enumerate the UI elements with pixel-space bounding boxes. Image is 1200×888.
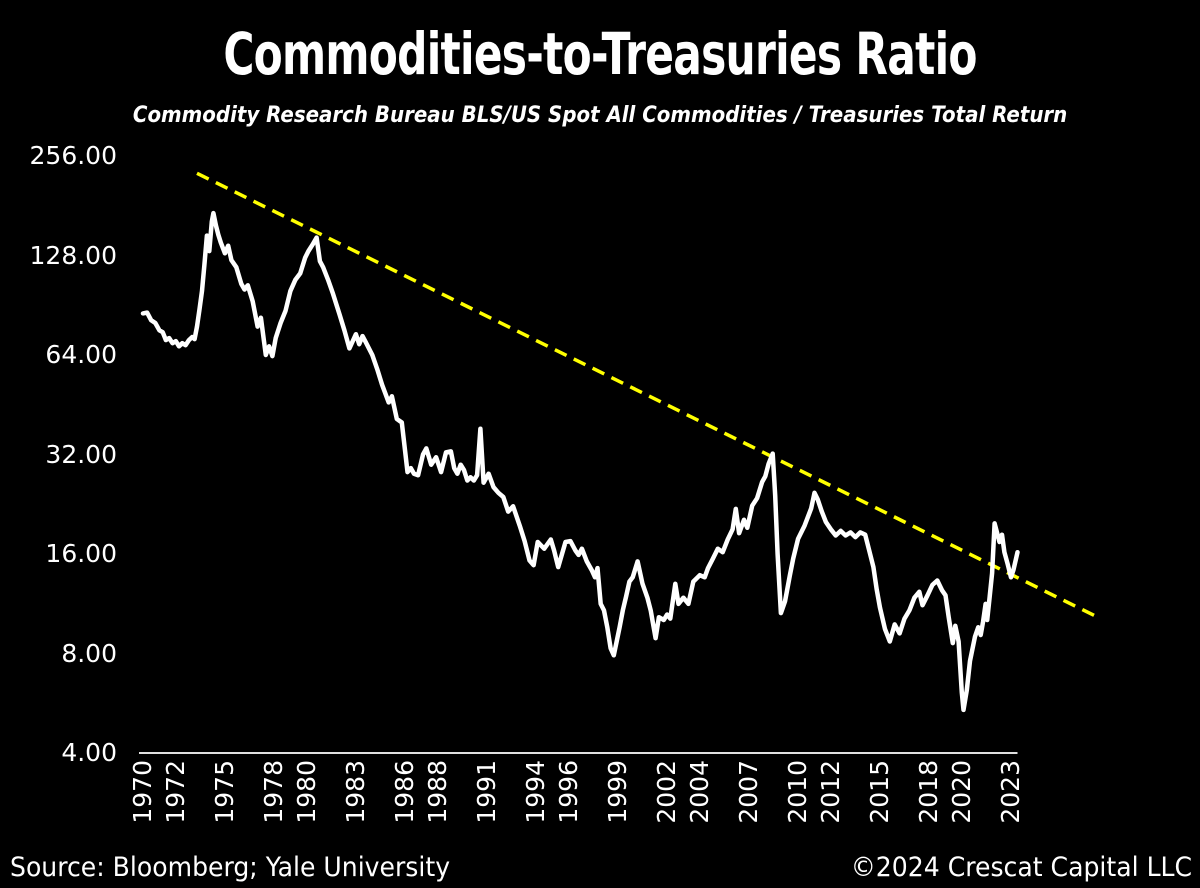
y-axis-tick-label: 16.00: [45, 539, 117, 568]
footer: Source: Bloomberg; Yale University ©2024…: [0, 848, 1200, 888]
y-axis-tick-label: 256.00: [29, 141, 117, 170]
downtrend-line: [196, 171, 1099, 619]
x-axis-tick-label: 1980: [291, 760, 321, 824]
x-axis-tick-label: 1975: [209, 760, 239, 824]
x-axis-tick-label: 2012: [815, 760, 845, 824]
y-axis-tick-label: 32.00: [45, 439, 117, 469]
x-axis-tick-label: 1999: [602, 760, 632, 824]
x-axis-tick-label: 2004: [684, 760, 714, 824]
ratio-series-line: [140, 210, 1020, 713]
x-axis-tick-label: 1988: [422, 760, 452, 824]
x-axis-tick-label: 2002: [652, 760, 682, 824]
x-axis-tick-label: 1991: [471, 760, 501, 824]
chart-subtitle: Commodity Research Bureau BLS/US Spot Al…: [132, 103, 1068, 128]
subtitle-row: Commodity Research Bureau BLS/US Spot Al…: [0, 103, 1200, 128]
y-axis-tick-label: 64.00: [45, 340, 117, 369]
x-axis-tick-label: 1972: [160, 760, 190, 824]
copyright: ©2024 Crescat Capital LLC: [850, 852, 1192, 883]
x-axis-tick-label: 1978: [259, 760, 289, 824]
chart-title: Commodities-to-Treasuries Ratio: [223, 20, 977, 88]
x-axis-tick-label: 1996: [553, 760, 583, 824]
x-axis-tick-label: 2023: [995, 760, 1025, 824]
x-axis-tick-label: 2018: [914, 760, 944, 824]
x-axis-tick-label: 1986: [390, 760, 420, 824]
y-axis-tick-label: 8.00: [61, 638, 117, 668]
x-axis-tick-label: 2010: [783, 760, 813, 824]
y-axis-tick-label: 4.00: [61, 738, 117, 767]
title-row: Commodities-to-Treasuries Ratio: [0, 24, 1200, 85]
x-axis-tick-label: 2020: [946, 760, 976, 824]
x-axis-tick-label: 1970: [128, 760, 157, 824]
source-credit: Source: Bloomberg; Yale University: [10, 852, 451, 883]
x-axis-tick-label: 1994: [521, 760, 551, 824]
x-axis-tick-label: 2015: [864, 760, 894, 824]
x-axis-tick-label: 1983: [340, 760, 370, 824]
x-axis-tick-label: 2007: [733, 760, 763, 824]
y-axis-tick-label: 128.00: [29, 240, 117, 270]
